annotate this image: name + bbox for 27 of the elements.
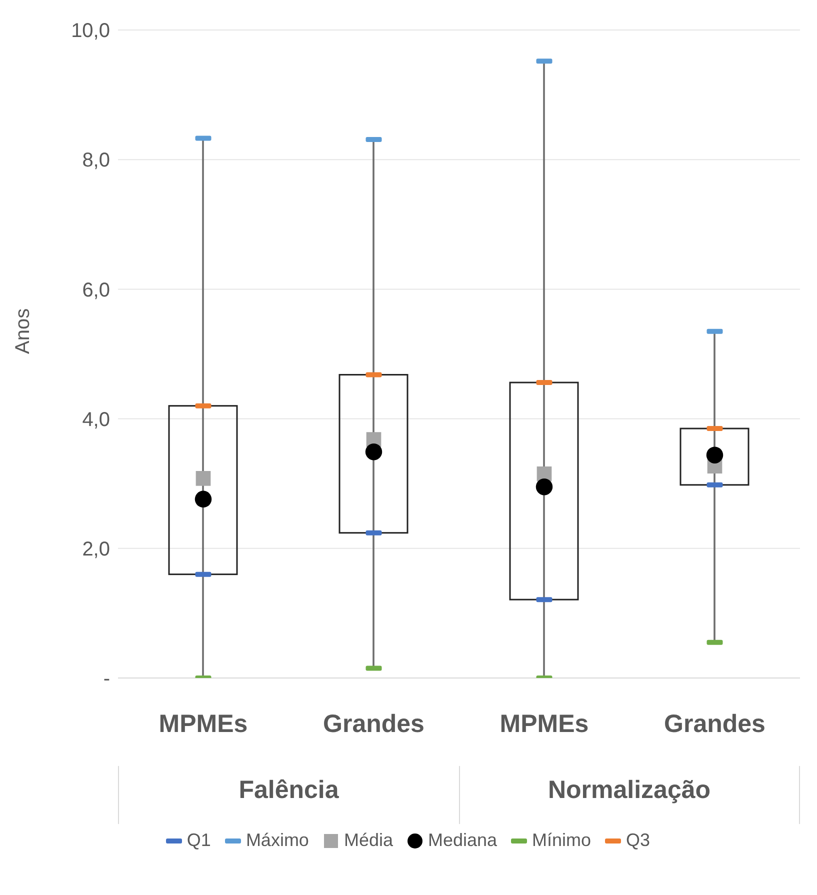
x-tick-label: Grandes bbox=[323, 710, 424, 738]
x-tick-label: MPMEs bbox=[158, 710, 248, 738]
y-tick-label: - bbox=[103, 668, 110, 690]
y-axis-title: Anos bbox=[12, 308, 34, 354]
y-tick-label: 10,0 bbox=[71, 20, 110, 42]
x-tick-label: MPMEs bbox=[500, 710, 589, 738]
y-tick-label: 4,0 bbox=[82, 408, 110, 431]
legend-label: Máximo bbox=[246, 830, 309, 851]
y-tick-label: 2,0 bbox=[82, 538, 110, 560]
bar bbox=[168, 405, 238, 576]
bar bbox=[338, 374, 408, 534]
bar bbox=[509, 382, 579, 600]
text: Falência bbox=[118, 766, 458, 824]
bar bbox=[680, 428, 750, 486]
point bbox=[196, 471, 211, 486]
point bbox=[194, 490, 212, 508]
legend-label: Q3 bbox=[626, 830, 650, 851]
legend-label: Média bbox=[344, 830, 393, 851]
text: Normalização bbox=[458, 766, 800, 824]
y-tick-label: 6,0 bbox=[82, 279, 110, 302]
y-tick-label: 8,0 bbox=[82, 150, 110, 172]
legend-label: Mediana bbox=[428, 830, 498, 851]
legend-label: Mínimo bbox=[532, 830, 592, 851]
legend-label: Q1 bbox=[186, 830, 211, 851]
x-tick-label: Grandes bbox=[664, 710, 766, 738]
point bbox=[536, 478, 553, 496]
point bbox=[365, 443, 382, 460]
